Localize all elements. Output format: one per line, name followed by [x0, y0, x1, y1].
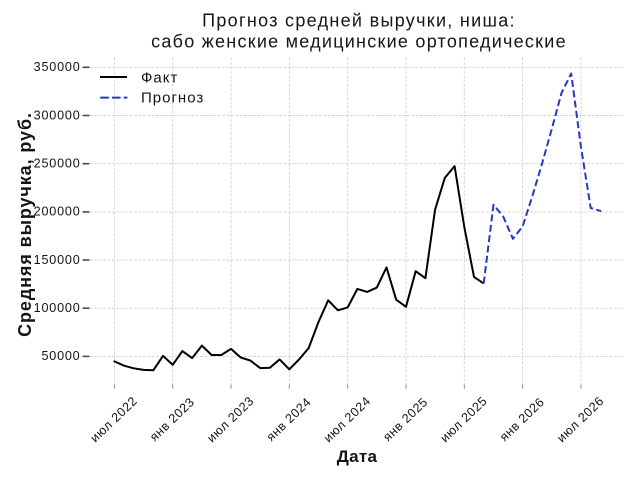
svg-text:200000: 200000: [34, 205, 81, 219]
svg-text:Дата: Дата: [337, 447, 378, 466]
svg-text:Средняя выручка, руб.: Средняя выручка, руб.: [15, 112, 35, 337]
svg-text:100000: 100000: [34, 301, 81, 315]
svg-text:250000: 250000: [34, 157, 81, 171]
svg-text:Прогноз: Прогноз: [141, 90, 204, 107]
svg-text:150000: 150000: [34, 253, 81, 267]
svg-text:Прогноз средней выручки, ниша:: Прогноз средней выручки, ниша:: [202, 11, 516, 31]
svg-text:350000: 350000: [34, 60, 81, 74]
svg-text:50000: 50000: [41, 349, 80, 363]
svg-text:сабо женские медицинские ортоп: сабо женские медицинские ортопедические: [151, 31, 567, 51]
svg-text:Факт: Факт: [141, 70, 178, 87]
svg-text:300000: 300000: [34, 108, 81, 122]
